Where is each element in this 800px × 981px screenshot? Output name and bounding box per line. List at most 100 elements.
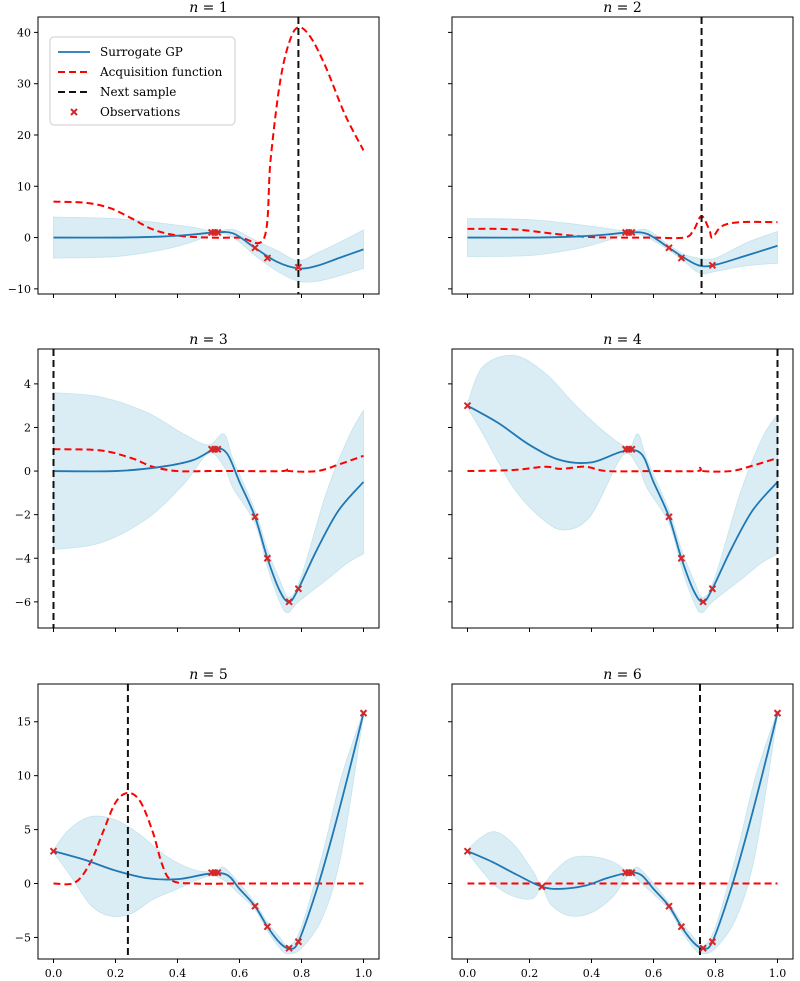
observation-marker [708, 938, 717, 946]
axes-frame [37, 16, 380, 295]
plot-area [467, 349, 779, 628]
y-tick-label: 10 [17, 770, 31, 783]
observation-marker [285, 598, 293, 606]
observation-marker [677, 254, 686, 262]
plot-area [52, 349, 365, 628]
y-tick-label: 0 [24, 232, 31, 245]
acquisition-line [467, 215, 778, 240]
title-value: 6 [633, 667, 642, 683]
y-tick-label: 30 [17, 78, 31, 91]
panel-title: n = 2 [603, 0, 642, 16]
y-tick-label: 0 [24, 878, 31, 891]
observation-marker [49, 847, 58, 855]
title-equals: = [612, 0, 633, 16]
title-equals: = [198, 667, 219, 683]
title-equals: = [198, 0, 219, 16]
acquisition-line [53, 791, 364, 886]
x-tick-label: 1.0 [355, 967, 373, 980]
x-tick-label: 0.6 [645, 967, 663, 980]
observation-marker [463, 847, 472, 855]
confidence-band [467, 218, 778, 275]
plot-area [53, 684, 365, 959]
panel-title: n = 4 [603, 332, 642, 348]
observation-marker [628, 228, 636, 237]
acquisition-line [467, 457, 778, 473]
title-variable: n [189, 667, 198, 683]
observation-marker [538, 883, 546, 891]
y-tick-label: 15 [17, 716, 31, 729]
gp-mean-line [467, 404, 779, 603]
panel-title: n = 1 [189, 0, 228, 16]
acquisition-line [53, 448, 364, 473]
observation-marker [294, 263, 303, 272]
observation-marker [359, 709, 368, 717]
observation-marker [708, 261, 717, 269]
observation-marker [665, 902, 673, 910]
observation-marker [294, 585, 303, 593]
title-variable: n [603, 0, 612, 16]
observation-marker [677, 554, 686, 562]
confidence-band [467, 354, 778, 614]
legend-obs-swatch [70, 108, 78, 116]
confidence-band [467, 710, 778, 955]
legend: Surrogate GP Acquisition function Next sam… [49, 36, 236, 126]
x-tick-label: 0.2 [521, 967, 539, 980]
x-tick-label: 0.4 [169, 967, 187, 980]
observation-marker [251, 244, 259, 252]
observation-marker [773, 709, 782, 717]
x-tick-label: 0.2 [107, 967, 125, 980]
x-tick-label: 0.8 [707, 967, 725, 980]
panel-3: −6 −4 −2 0 2 4 n = 3 [15, 332, 380, 632]
legend-label: Acquisition function [99, 65, 223, 79]
acquisition-line [53, 26, 365, 245]
y-tick-label: 4 [24, 378, 31, 391]
gp-mean-line [53, 231, 364, 270]
legend-box [49, 36, 236, 126]
observation-marker [665, 513, 673, 521]
y-tick-label: 40 [17, 26, 31, 39]
gp-mean-line [467, 231, 778, 268]
observation-marker [251, 902, 259, 910]
observation-marker [251, 513, 259, 521]
y-tick-label: −4 [15, 552, 31, 565]
panel-6: 0.0 0.2 0.4 0.6 0.8 1.0 n = 6 [448, 667, 794, 980]
observation-marker [285, 944, 293, 952]
title-value: 4 [633, 332, 642, 348]
title-value: 5 [219, 667, 228, 683]
observation-marker [263, 254, 272, 262]
axes-frame [451, 348, 794, 629]
title-variable: n [189, 0, 198, 16]
observation-marker [263, 922, 272, 931]
y-tick-label: 5 [24, 824, 31, 837]
legend-label: Next sample [100, 85, 176, 99]
legend-label: Observations [100, 105, 180, 119]
title-value: 2 [633, 0, 642, 16]
panel-4: n = 4 [448, 332, 794, 632]
observation-marker [463, 401, 472, 410]
panel-5: 0.0 0.2 0.4 0.6 0.8 1.0 −5 0 5 10 15 n = 5 [15, 667, 380, 980]
y-tick-label: 10 [17, 180, 31, 193]
observation-marker [214, 869, 222, 877]
x-tick-label: 0.0 [45, 967, 63, 980]
observation-marker [699, 944, 707, 952]
axes-frame [451, 683, 794, 960]
confidence-band [53, 216, 364, 283]
panel-title: n = 6 [603, 667, 642, 683]
x-tick-label: 1.0 [769, 967, 787, 980]
confidence-band [53, 392, 364, 614]
x-tick-label: 0.4 [583, 967, 601, 980]
observation-marker [708, 585, 717, 593]
panel-title: n = 3 [189, 332, 228, 348]
panel-title: n = 5 [189, 667, 228, 683]
title-variable: n [603, 332, 612, 348]
y-tick-label: 0 [24, 465, 31, 478]
panel-1: −10 0 10 20 30 40 n = 1 Surrogate GP Acquisition… [8, 0, 380, 298]
plot-area [467, 684, 779, 959]
title-equals: = [612, 667, 633, 683]
observation-marker [699, 598, 707, 606]
observation-marker [214, 445, 222, 453]
observation-marker [263, 554, 272, 562]
title-value: 1 [219, 0, 228, 16]
title-variable: n [603, 667, 612, 683]
